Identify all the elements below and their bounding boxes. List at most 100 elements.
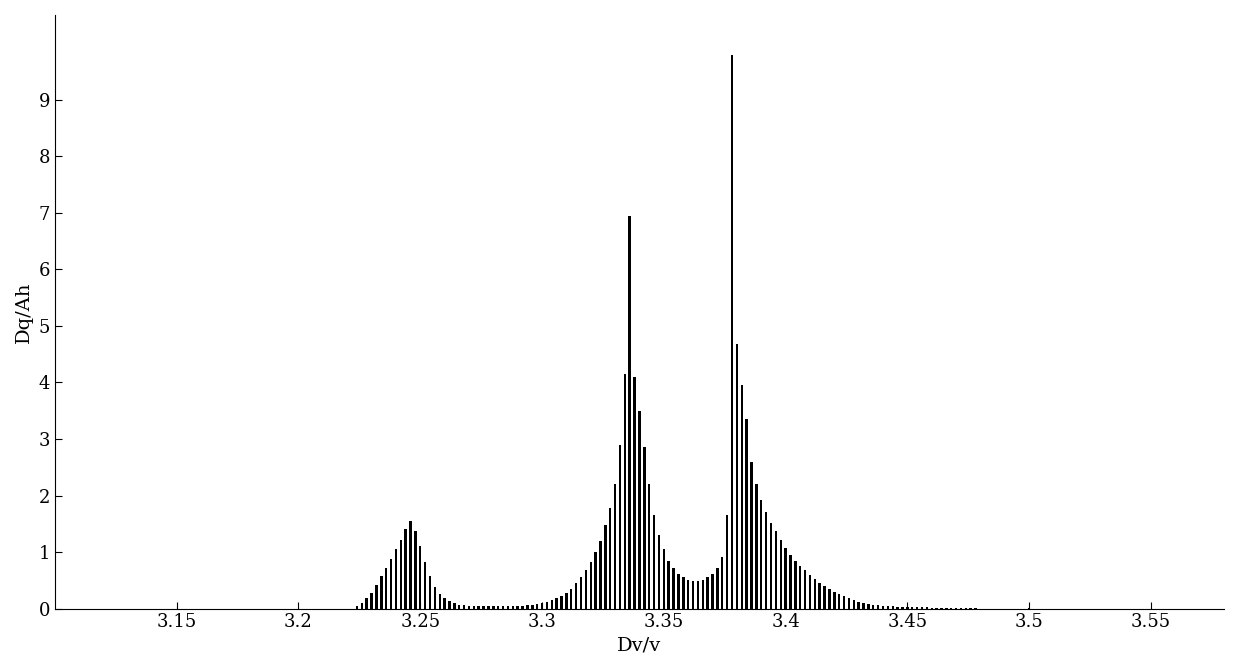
Bar xyxy=(867,604,870,608)
Bar xyxy=(852,600,855,608)
Bar xyxy=(764,513,767,608)
Bar xyxy=(487,606,489,608)
Bar xyxy=(492,606,494,608)
X-axis label: Dv/v: Dv/v xyxy=(617,637,662,655)
Bar xyxy=(663,549,665,608)
Bar xyxy=(843,596,845,608)
Bar xyxy=(545,602,548,608)
Bar xyxy=(862,603,865,608)
Bar xyxy=(648,484,650,608)
Bar xyxy=(799,566,802,608)
Bar xyxy=(444,598,446,608)
Bar xyxy=(590,562,592,608)
Bar xyxy=(814,579,817,608)
Bar xyxy=(779,539,782,608)
Bar xyxy=(711,574,714,608)
Bar xyxy=(532,604,534,608)
Bar xyxy=(482,606,484,608)
Bar xyxy=(434,587,436,608)
Bar xyxy=(361,603,363,608)
Bar xyxy=(453,603,456,608)
Bar xyxy=(424,562,426,608)
Bar xyxy=(819,583,821,608)
Bar xyxy=(585,570,587,608)
Bar xyxy=(751,462,753,608)
Bar xyxy=(877,605,880,608)
Bar xyxy=(857,602,860,608)
Bar xyxy=(512,606,514,608)
Bar xyxy=(555,598,558,608)
Bar xyxy=(736,344,738,608)
Bar xyxy=(399,539,401,608)
Bar xyxy=(395,549,398,608)
Bar xyxy=(721,557,724,608)
Bar xyxy=(580,578,582,608)
Bar xyxy=(390,559,393,608)
Bar xyxy=(638,411,641,608)
Bar xyxy=(716,568,719,608)
Bar xyxy=(746,419,748,608)
Bar xyxy=(731,54,733,608)
Bar xyxy=(595,552,597,608)
Bar xyxy=(613,484,616,608)
Bar xyxy=(828,589,830,608)
Bar xyxy=(804,570,807,608)
Bar xyxy=(497,606,499,608)
Bar xyxy=(696,582,699,608)
Bar xyxy=(678,574,680,608)
Bar xyxy=(439,594,441,608)
Bar xyxy=(380,576,383,608)
Bar xyxy=(774,531,777,608)
Bar xyxy=(769,523,772,608)
Bar xyxy=(643,448,646,608)
Bar xyxy=(605,525,607,608)
Bar xyxy=(653,515,655,608)
Bar xyxy=(507,606,509,608)
Bar xyxy=(540,603,543,608)
Bar xyxy=(375,585,378,608)
Bar xyxy=(887,606,890,608)
Bar xyxy=(658,535,660,608)
Bar xyxy=(673,568,675,608)
Bar xyxy=(833,592,835,608)
Bar xyxy=(623,374,626,608)
Bar xyxy=(522,606,524,608)
Bar xyxy=(550,600,553,608)
Bar xyxy=(449,601,451,608)
Bar xyxy=(366,598,368,608)
Bar xyxy=(691,582,694,608)
Bar xyxy=(610,508,612,608)
Bar xyxy=(404,529,406,608)
Bar xyxy=(463,605,466,608)
Bar xyxy=(419,547,421,608)
Bar xyxy=(896,607,898,608)
Bar xyxy=(686,580,689,608)
Bar xyxy=(356,606,358,608)
Bar xyxy=(794,561,797,608)
Bar xyxy=(847,598,850,608)
Bar xyxy=(429,576,431,608)
Bar xyxy=(600,541,602,608)
Bar xyxy=(414,531,416,608)
Bar xyxy=(901,607,903,608)
Bar xyxy=(741,385,743,608)
Bar xyxy=(784,547,787,608)
Bar xyxy=(760,500,762,608)
Bar xyxy=(458,604,461,608)
Bar xyxy=(668,561,670,608)
Bar xyxy=(570,589,572,608)
Bar xyxy=(536,604,539,608)
Bar xyxy=(565,593,567,608)
Bar xyxy=(726,515,729,608)
Bar xyxy=(575,583,577,608)
Bar xyxy=(628,216,631,608)
Bar xyxy=(838,594,840,608)
Bar xyxy=(706,578,709,608)
Bar xyxy=(789,555,792,608)
Y-axis label: Dq/Ah: Dq/Ah xyxy=(15,281,33,342)
Bar xyxy=(892,606,895,608)
Bar xyxy=(527,605,529,608)
Bar xyxy=(633,377,636,608)
Bar xyxy=(618,445,621,608)
Bar xyxy=(477,606,479,608)
